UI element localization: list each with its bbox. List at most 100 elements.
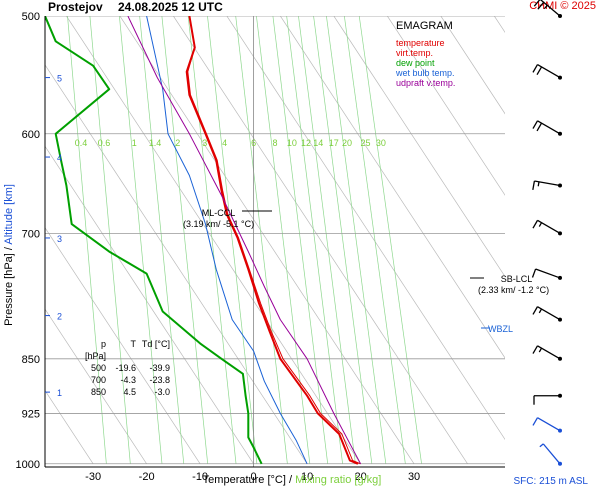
wind-barb-staff (537, 65, 560, 78)
mixing-ratio-label: 10 (287, 138, 297, 148)
y-axis-label-pressure: Pressure [hPa] (3, 253, 15, 326)
wind-barb (540, 444, 562, 466)
y-axis-label-altitude: Altitude [km] (3, 184, 15, 245)
table-row: 500 -19.6 -39.9 (80, 362, 170, 374)
wind-barb-staff (537, 121, 560, 134)
wind-barb-staff (543, 444, 560, 464)
wind-barb-dot (558, 14, 562, 18)
wind-barb-dot (558, 394, 562, 398)
wind-barb-flag (537, 123, 542, 131)
table-header-t: T (106, 338, 136, 362)
x-tick-label: 30 (408, 471, 420, 483)
table-cell-p: 700 (80, 374, 106, 386)
pressure-tick-label: 850 (22, 354, 40, 366)
altitude-tick-label: 5 (57, 74, 62, 84)
mixing-ratio-line (236, 16, 288, 464)
table-row: 850 4.5 -3.0 (80, 386, 170, 398)
wind-barb (533, 307, 562, 322)
ml-ccl-label: ML-CCL (183, 208, 254, 219)
dry-adiabat-line (548, 16, 600, 464)
wind-barb-flag (533, 181, 535, 190)
wind-barb-staff (537, 220, 560, 233)
wind-barb-flag (538, 182, 539, 186)
wind-barb (533, 121, 562, 136)
x-tick-label: -20 (139, 471, 155, 483)
legend-item: wet bulb temp. (396, 68, 455, 78)
mixing-ratio-label: 3 (202, 138, 207, 148)
wind-barb-dot (558, 76, 562, 80)
wbzl-annotation: WBZL (488, 324, 513, 335)
table-header-td: Td [°C] (136, 338, 170, 362)
pressure-tick-label: 700 (22, 228, 40, 240)
mixing-ratio-line (326, 16, 385, 464)
mixing-ratio-line (256, 16, 309, 464)
mixing-ratio-label: 14 (313, 138, 323, 148)
altitude-tick-label: 1 (57, 388, 62, 398)
altitude-tick-label: 2 (57, 312, 62, 322)
wind-barb (533, 418, 562, 433)
table-header-p: p [hPa] (80, 338, 106, 362)
mixing-ratio-label: 0.4 (75, 138, 88, 148)
table-row: 700 -4.3 -23.8 (80, 374, 170, 386)
dry-adiabat-line (441, 16, 600, 464)
wind-barb (534, 394, 562, 405)
chart-legend: EMAGRAM temperature virt.temp. dew point we… (396, 20, 455, 88)
chart-annotation-lines (242, 211, 490, 328)
mixing-ratio-label: 1 (132, 138, 137, 148)
pressure-tick-label: 600 (22, 129, 40, 141)
wind-barb-dot (558, 429, 562, 433)
sb-lcl-annotation: SB-LCL (2.33 km/ -1.2 °C) (478, 274, 549, 296)
sb-lcl-value: (2.33 km/ -1.2 °C) (478, 285, 549, 296)
mixing-ratio-label: 25 (360, 138, 370, 148)
wind-barb-flag (533, 346, 538, 354)
wind-barb (533, 65, 562, 80)
pressure-tick-label: 500 (22, 11, 40, 23)
wind-barb-staff (537, 307, 560, 320)
x-axis-label-separator: / (286, 474, 295, 486)
mixing-ratio-line (207, 16, 256, 464)
emagram-chart: 0.4 0.6 1 1.4 2 3 4 6 8 10 12 14 17 20 25 3050060070085… (0, 0, 600, 500)
wind-barb (533, 220, 562, 235)
wind-barb-flag (537, 67, 542, 75)
legend-item: udpraft v.temp. (396, 78, 455, 88)
mixing-ratio-label: 1.4 (149, 138, 162, 148)
legend-item: dew point (396, 58, 455, 68)
wind-barb-dot (558, 318, 562, 322)
wind-barb-flag (538, 2, 544, 9)
wind-barb-dot (558, 276, 562, 280)
pressure-tick-label: 1000 (16, 459, 40, 471)
chart-grid (0, 16, 600, 467)
wind-barb-flag (539, 309, 541, 313)
ml-ccl-value: (3.19 km/ -5.1 °C) (183, 219, 254, 230)
x-tick-label: -30 (85, 471, 101, 483)
wind-barb-staff (537, 346, 560, 359)
mixing-ratio-label: 4 (222, 138, 227, 148)
pressure-tick-label: 925 (22, 408, 40, 420)
table-cell-t: 4.5 (106, 386, 136, 398)
wind-barb-staff (537, 418, 560, 431)
mixing-ratio-line (188, 16, 236, 464)
emagram-page: Prostejov 24.08.2025 12 UTC CHMI © 2025 … (0, 0, 600, 500)
x-axis-title: Temperature [°C] / Mixing ratio [g/kg] (203, 474, 382, 486)
table-cell-t: -19.6 (106, 362, 136, 374)
wind-barb-flag (533, 307, 538, 315)
surface-elevation: SFC: 215 m ASL (514, 476, 588, 487)
mixing-ratio-label: 0.6 (98, 138, 111, 148)
wind-barb-flag (540, 444, 543, 447)
dry-adiabat-line (494, 16, 600, 464)
table-cell-p: 500 (80, 362, 106, 374)
wind-barb-flag (534, 0, 540, 6)
wind-barb-dot (558, 357, 562, 361)
wind-barb-flag (533, 220, 538, 228)
level-table: p [hPa] T Td [°C] 500 -19.6 -39.9 700 -4… (80, 338, 170, 398)
x-axis-label-mixing: Mixing ratio [g/kg] (295, 474, 381, 486)
wind-barb-flag (544, 5, 547, 8)
mixing-ratio-line (314, 16, 372, 464)
mixing-ratio-label: 20 (342, 138, 352, 148)
table-cell-p: 850 (80, 386, 106, 398)
legend-item: temperature (396, 38, 455, 48)
legend-item: virt.temp. (396, 48, 455, 58)
wind-barb-dot (558, 183, 562, 187)
mixing-ratio-label: 6 (251, 138, 256, 148)
wind-barb-dot (558, 462, 562, 466)
